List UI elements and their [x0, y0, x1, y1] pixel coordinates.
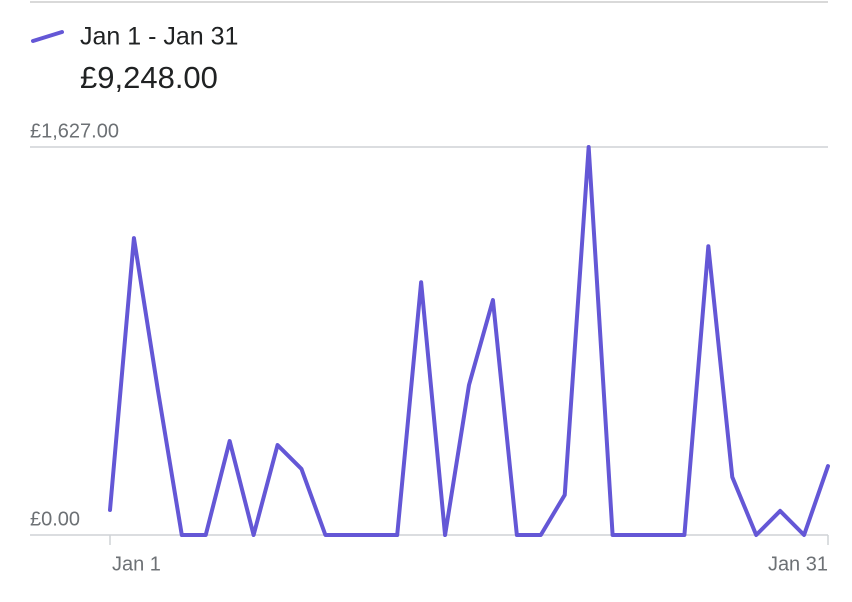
legend-swatch — [31, 30, 64, 43]
total-value: £9,248.00 — [80, 60, 218, 95]
legend-label: Jan 1 - Jan 31 — [80, 23, 238, 51]
x-tick-label: Jan 1 — [112, 553, 161, 575]
x-tick-label: Jan 31 — [768, 553, 828, 575]
y-tick-label: £1,627.00 — [30, 120, 119, 142]
line-series — [108, 145, 830, 537]
y-tick-label: £0.00 — [30, 508, 80, 530]
